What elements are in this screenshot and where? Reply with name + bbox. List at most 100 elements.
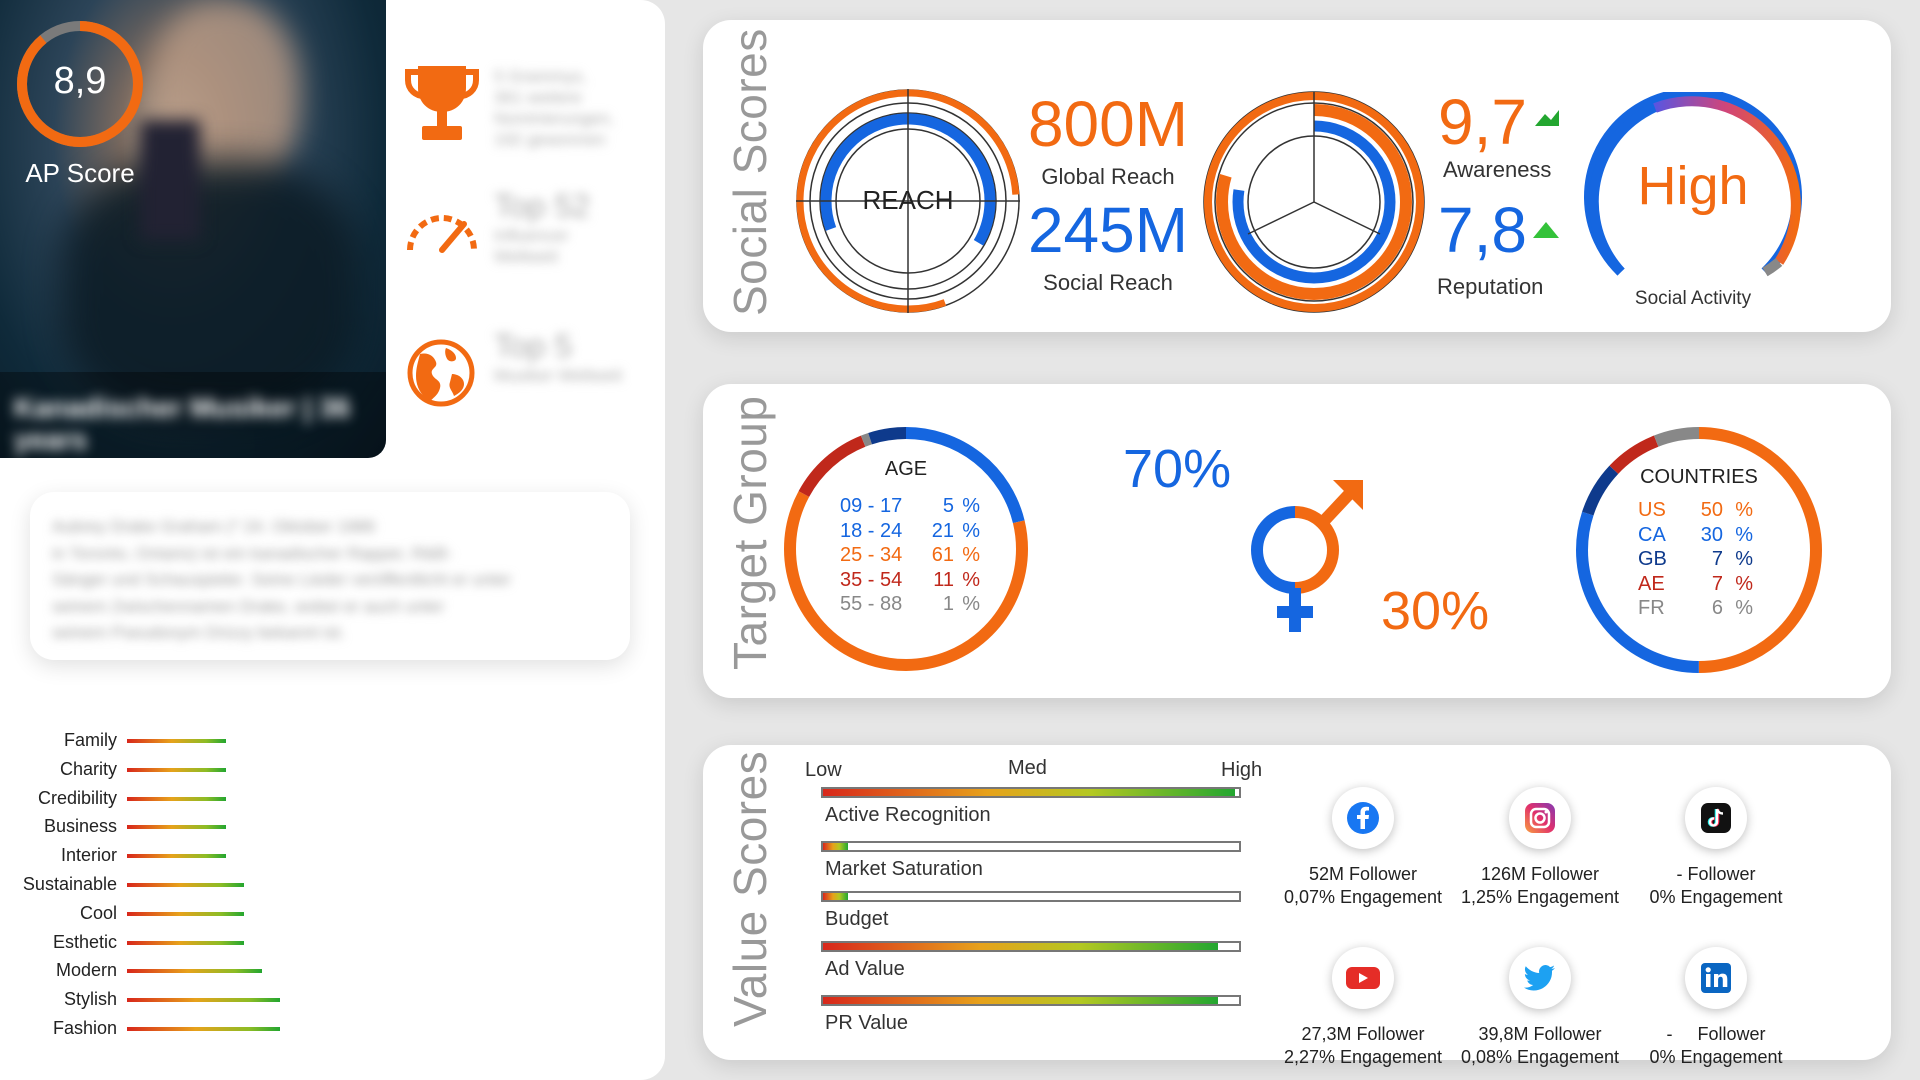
countries-table: US 50% CA 30% GB 7% AE 7% FR 6%: [1638, 498, 1778, 621]
platform-stats: 52M Follower 0,07% Engagement 126M Followe…: [1273, 767, 1873, 1067]
interest-bar: [127, 969, 262, 974]
social-activity-gauge: [1584, 92, 1802, 277]
linkedin-icon[interactable]: [1685, 947, 1747, 1009]
age-pct: 11: [933, 568, 954, 591]
value-score-row: Budget: [821, 891, 1241, 931]
age-range: 55 - 88: [840, 593, 903, 615]
age-title: AGE: [884, 458, 928, 480]
profile-caption: Kanadischer Musiker | 36 years: [14, 392, 351, 455]
age-row: 18 - 24 21%: [840, 519, 980, 544]
gender-symbol-icon: [1251, 480, 1363, 632]
interest-label: Stylish: [63, 989, 117, 1010]
country-unit: %: [1735, 548, 1753, 570]
country-unit: %: [1735, 523, 1753, 546]
interest-chart: Family Charity Credibility Business Interior…: [0, 730, 320, 1040]
value-score-bar: [821, 787, 1241, 798]
country-row: CA 30%: [1638, 523, 1778, 548]
platform-stat: 126M Follower 1,25% Engagement: [1450, 863, 1630, 909]
country-pct: 7: [1711, 572, 1723, 595]
female-percentage: 30%: [1381, 581, 1490, 641]
reach-gauge: [796, 89, 1020, 313]
countries-donut: [1576, 427, 1822, 673]
global-reach-value: 800M: [1027, 88, 1189, 160]
global-reach-label: Global Reach: [1041, 164, 1175, 189]
social-scores-title: Social Scores: [724, 28, 776, 316]
country-code: CA: [1638, 523, 1666, 546]
interest-row: Modern: [0, 960, 320, 980]
platform-engagement: 0% Engagement: [1649, 1047, 1783, 1067]
bio-line: Sänger und Schauspieler. Seine Lieder ve…: [52, 570, 511, 589]
age-pct: 5: [942, 495, 954, 517]
platform-followers: - Follower: [1666, 1024, 1766, 1044]
value-score-label: Active Recognition: [825, 804, 991, 826]
scale-low: Low: [805, 759, 842, 781]
interest-bar: [127, 883, 244, 887]
bio-line: seinem Pseudonym Drizzy bekannt ist.: [52, 623, 345, 642]
social-reach-value: 245M: [1027, 194, 1189, 266]
value-scores-title: Value Scores: [724, 750, 776, 1027]
value-score-row: PR Value: [821, 995, 1241, 1035]
target-group-card: Target Group AGE 09 - 17 5% 18 - 24 21% 25 -…: [703, 384, 1891, 698]
bio-card: Aubrey Drake Graham (* 24. Oktober 1986 …: [30, 492, 630, 660]
interest-label: Interior: [60, 845, 117, 866]
highlight-rank-title: Top 52: [494, 188, 591, 224]
value-score-fill: [823, 893, 848, 900]
trophy-icon: [405, 66, 479, 140]
bio-line: Aubrey Drake Graham (* 24. Oktober 1986: [52, 517, 376, 536]
highlight-rank-line: Weltweit: [494, 247, 558, 266]
country-pct: 6: [1711, 597, 1723, 619]
interest-bar: [127, 739, 226, 743]
globe-icon: [407, 339, 475, 407]
platform-stat: 52M Follower 0,07% Engagement: [1273, 863, 1453, 909]
age-pct: 21: [931, 519, 954, 542]
interest-bar: [127, 911, 244, 916]
interest-label: Business: [43, 816, 117, 837]
highlight-trophy-line: 192 gewonnen: [494, 130, 606, 149]
country-pct: 7: [1711, 548, 1723, 570]
age-row: 35 - 54 11%: [840, 568, 980, 593]
countries-title: COUNTRIES: [1640, 466, 1758, 488]
social-activity-label: Social Activity: [1634, 288, 1752, 309]
country-unit: %: [1735, 597, 1753, 619]
age-range: 25 - 34: [840, 544, 903, 566]
bio-line: in Toronto, Ontario) ist ein kanadischer…: [52, 543, 453, 563]
interest-label: Fashion: [52, 1018, 117, 1038]
age-pct: 1: [942, 593, 954, 615]
age-pct: 61: [931, 544, 954, 566]
speedometer-icon: [407, 215, 477, 253]
interest-bar: [127, 796, 226, 801]
tiktok-icon[interactable]: [1685, 787, 1747, 849]
interest-row: Charity: [0, 759, 320, 779]
social-reach-label: Social Reach: [1043, 270, 1173, 295]
platform-engagement: 2,27% Engagement: [1283, 1047, 1443, 1067]
country-unit: %: [1735, 499, 1753, 521]
interest-row: Interior: [0, 845, 320, 865]
social-scores-card: Social Scores REACH 800M Global Reach 24…: [703, 20, 1891, 332]
country-unit: %: [1735, 572, 1753, 595]
interest-row: Esthetic: [0, 932, 320, 952]
country-row: AE 7%: [1638, 572, 1778, 597]
platform-engagement: 1,25% Engagement: [1460, 887, 1620, 907]
value-bars: Active Recognition Market Saturation Budge…: [821, 787, 1241, 1047]
awareness-label: Awareness: [1443, 157, 1552, 182]
interest-label: Charity: [59, 758, 117, 779]
age-unit: %: [962, 544, 980, 566]
instagram-icon[interactable]: [1509, 787, 1571, 849]
value-score-fill: [823, 997, 1219, 1004]
interest-label: Family: [64, 730, 117, 750]
awareness-reputation-gauge: [1203, 91, 1425, 313]
platform-engagement: 0,07% Engagement: [1283, 887, 1443, 907]
interest-row: Family: [0, 730, 320, 750]
facebook-icon[interactable]: [1332, 787, 1394, 849]
country-code: FR: [1638, 597, 1665, 619]
profile-photo: Kanadischer Musiker | 36 years: [0, 0, 386, 458]
value-score-label: Ad Value: [825, 958, 905, 980]
country-row: GB 7%: [1638, 547, 1778, 572]
platform-engagement: 0,08% Engagement: [1460, 1047, 1620, 1067]
country-pct: 30: [1700, 523, 1723, 546]
highlight-trophy-line: 5 Grammys,: [494, 67, 587, 86]
twitter-icon[interactable]: [1509, 947, 1571, 1009]
donut-segment: [1576, 427, 1822, 673]
youtube-icon[interactable]: [1332, 947, 1394, 1009]
reputation-value: 7,8: [1438, 194, 1527, 266]
